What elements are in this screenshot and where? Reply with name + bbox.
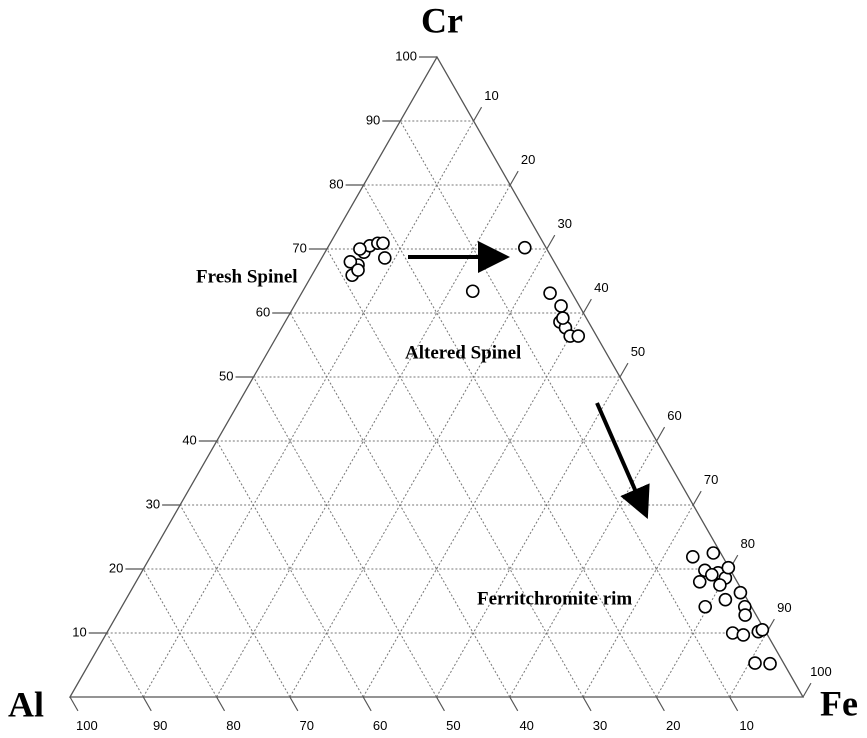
cr-tick-label: 20 (109, 560, 123, 575)
data-point (543, 286, 557, 300)
fe-tick-label: 30 (557, 216, 571, 231)
tick-mark (656, 426, 666, 442)
data-point (376, 236, 390, 251)
fe-tick-label: 100 (810, 664, 832, 679)
al-tick-label: 10 (739, 718, 753, 733)
fe-tick-label: 40 (594, 280, 608, 295)
cr-tick-label: 100 (395, 48, 417, 63)
tick-mark (216, 696, 226, 712)
annotation: Altered Spinel (405, 342, 521, 363)
grid-line (582, 504, 694, 698)
tick-mark (546, 234, 556, 250)
data-point (718, 592, 733, 607)
tick-mark (729, 696, 739, 712)
tick-mark (509, 696, 519, 712)
data-point (738, 608, 752, 622)
grid-line (326, 248, 584, 698)
fe-tick-label: 10 (484, 88, 498, 103)
grid-line (289, 248, 548, 698)
data-point (351, 263, 365, 277)
annotation: Fresh Spinel (196, 266, 298, 287)
al-tick-label: 50 (446, 718, 460, 733)
data-point (736, 628, 751, 642)
grid-line (729, 632, 767, 698)
grid-line (179, 504, 291, 698)
tick-mark (655, 696, 665, 712)
grid-line (253, 376, 437, 698)
tick-mark (69, 696, 79, 712)
data-point (706, 546, 721, 560)
al-tick-label: 70 (300, 718, 314, 733)
tick-mark (582, 298, 592, 314)
grid-line (289, 312, 511, 698)
al-tick-label: 100 (76, 718, 98, 733)
arrow (595, 402, 650, 519)
data-point (465, 284, 480, 299)
annotation: Ferritchromite rim (477, 588, 632, 609)
cr-tick-label: 80 (329, 176, 343, 191)
axis-label: Al (8, 684, 44, 724)
data-point (748, 656, 762, 670)
axis-label: Cr (421, 0, 463, 40)
grid-line (142, 568, 218, 698)
tick-mark (582, 696, 592, 712)
axis-label: Fe (820, 683, 858, 723)
al-tick-label: 80 (226, 718, 240, 733)
al-tick-label: 60 (373, 718, 387, 733)
data-point (713, 578, 727, 592)
grid (106, 120, 767, 698)
data-point (685, 550, 700, 564)
fe-tick-label: 20 (521, 152, 535, 167)
grid-line (216, 440, 364, 698)
tick-mark (619, 362, 629, 378)
al-tick-label: 40 (519, 718, 533, 733)
cr-tick-label: 90 (366, 112, 380, 127)
tick-mark (692, 490, 702, 506)
ticks: 10 20 30 40 50 60 70 80 90 100 10 20 30 40 50 60 70 80 90 1… (69, 48, 832, 733)
fe-tick-label: 80 (740, 536, 754, 551)
triangle-frame (68, 55, 805, 698)
data-point (733, 585, 748, 600)
grid-line (399, 120, 731, 698)
al-tick-label: 90 (153, 718, 167, 733)
cr-tick-label: 60 (256, 304, 270, 319)
tick-mark (509, 170, 519, 186)
data-point (556, 311, 570, 325)
al-tick-label: 20 (666, 718, 680, 733)
data-point (705, 567, 719, 582)
data-point (343, 254, 358, 269)
data-point (377, 251, 392, 265)
data-point (763, 656, 777, 671)
points (343, 236, 777, 671)
fe-tick-label: 50 (631, 344, 645, 359)
tick-mark (289, 696, 299, 712)
data-point (518, 240, 532, 255)
data-point (353, 242, 367, 256)
data-point (698, 599, 713, 614)
fe-tick-label: 90 (777, 600, 791, 615)
data-point (755, 622, 770, 637)
fe-tick-label: 70 (704, 472, 718, 487)
tick-mark (435, 696, 445, 712)
data-point (571, 329, 586, 343)
cr-tick-label: 30 (146, 496, 160, 511)
cr-tick-label: 10 (72, 624, 86, 639)
cr-tick-label: 70 (292, 240, 306, 255)
fe-tick-label: 60 (667, 408, 681, 423)
data-point (692, 574, 707, 589)
data-point (721, 560, 736, 575)
cr-tick-label: 50 (219, 368, 233, 383)
tick-mark (802, 682, 812, 698)
cr-tick-label: 40 (182, 432, 196, 447)
al-tick-label: 30 (593, 718, 607, 733)
tick-mark (362, 696, 372, 712)
data-point (554, 299, 568, 313)
grid-line (436, 376, 621, 698)
grid-line (142, 120, 475, 698)
grid-line (106, 632, 144, 698)
tick-mark (473, 106, 483, 122)
tick-mark (142, 696, 152, 712)
